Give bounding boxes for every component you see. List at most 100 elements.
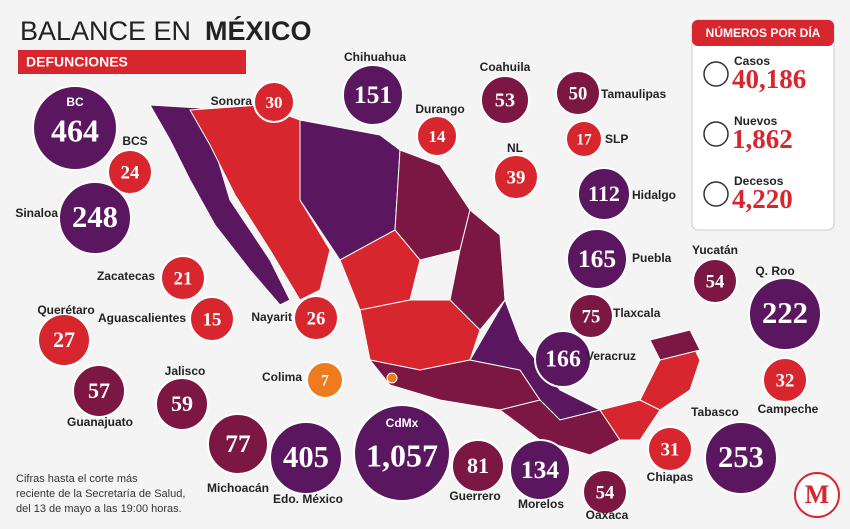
state-value: 222 xyxy=(762,296,808,330)
state-name: CdMx xyxy=(386,416,419,430)
state-name: Colima xyxy=(262,370,302,384)
state-value: 405 xyxy=(283,440,329,474)
state-value: 464 xyxy=(51,112,99,148)
state-value: 50 xyxy=(569,83,588,104)
state-name: Hidalgo xyxy=(632,188,676,202)
state-bubble xyxy=(342,64,404,126)
state-value: 14 xyxy=(429,127,447,146)
panel-label: Nuevos xyxy=(734,114,778,128)
panel-value: 4,220 xyxy=(732,184,793,214)
state-name: Coahuila xyxy=(480,60,531,74)
state-value: 24 xyxy=(121,162,140,183)
state-name: Jalisco xyxy=(165,364,206,378)
state-name: Sinaloa xyxy=(15,206,58,220)
panel-icon xyxy=(703,61,729,87)
panel-value: 1,862 xyxy=(732,124,793,154)
state-name: BCS xyxy=(122,134,147,148)
state-name: NL xyxy=(507,141,523,155)
logo-text: M xyxy=(805,480,830,509)
state-bubble xyxy=(566,228,628,290)
state-name: Michoacán xyxy=(207,481,269,495)
state-bubble xyxy=(293,295,339,341)
state-bubble xyxy=(493,154,539,200)
logo xyxy=(794,472,840,518)
subtitle: DEFUNCIONES xyxy=(26,54,128,70)
state-value: 53 xyxy=(495,90,515,112)
state-name: Zacatecas xyxy=(97,269,155,283)
state-value: 32 xyxy=(776,370,795,391)
state-value: 59 xyxy=(171,391,193,416)
footnote-line: del 13 de mayo a las 19:00 horas. xyxy=(16,503,182,515)
state-bubble xyxy=(692,258,738,304)
state-bubble xyxy=(480,75,530,125)
state-name: Tamaulipas xyxy=(601,87,666,101)
title-regular: BALANCE EN xyxy=(20,16,191,46)
state-bubble xyxy=(565,120,603,158)
state-value: 75 xyxy=(582,306,601,327)
state-name: Guerrero xyxy=(449,489,500,503)
state-bubble xyxy=(582,469,628,515)
mexico-map xyxy=(149,104,701,456)
state-bubble xyxy=(58,181,132,255)
state-bubble xyxy=(451,439,505,493)
state-value: 17 xyxy=(576,132,592,149)
state-bubble xyxy=(107,149,153,195)
state-name: Chiapas xyxy=(647,470,694,484)
state-name: Puebla xyxy=(632,251,672,265)
state-value: 54 xyxy=(706,271,725,292)
state-bubble xyxy=(534,330,592,388)
state-bubble xyxy=(269,421,343,495)
state-value: 151 xyxy=(354,80,392,109)
state-value: 30 xyxy=(266,93,283,112)
state-bubble xyxy=(704,421,778,495)
state-value: 27 xyxy=(53,327,75,352)
panel-title: NÚMEROS POR DÍA xyxy=(706,25,821,40)
state-name: Querétaro xyxy=(37,303,94,317)
state-name: Campeche xyxy=(758,402,819,416)
state-value: 77 xyxy=(225,429,251,458)
state-value: 39 xyxy=(507,167,526,188)
footnote-line: reciente de la Secretaría de Salud, xyxy=(16,488,185,500)
state-bubble xyxy=(306,361,344,399)
state-bubble xyxy=(555,70,601,116)
state-bubble xyxy=(37,313,91,367)
state-bubble xyxy=(207,413,269,475)
state-name: Q. Roo xyxy=(755,264,794,278)
state-bubble xyxy=(568,293,614,339)
state-value: 15 xyxy=(203,309,222,330)
footnote-line: Cifras hasta el corte más xyxy=(16,473,138,485)
state-name: Guanajuato xyxy=(67,415,133,429)
state-bubble xyxy=(189,296,235,342)
state-name: BC xyxy=(66,95,84,109)
state-name: Tlaxcala xyxy=(613,306,661,320)
state-name: Nayarit xyxy=(251,310,292,324)
state-value: 134 xyxy=(521,455,560,484)
state-bubble xyxy=(577,167,631,221)
state-name: Morelos xyxy=(518,497,564,511)
state-value: 26 xyxy=(307,308,326,329)
state-name: Oaxaca xyxy=(586,508,629,522)
state-bubble xyxy=(32,85,118,171)
state-bubble xyxy=(353,404,451,502)
state-value: 54 xyxy=(596,482,615,503)
state-bubble xyxy=(160,255,206,301)
state-name: Yucatán xyxy=(692,243,738,257)
state-bubble xyxy=(509,439,571,501)
state-bubble xyxy=(416,115,458,157)
state-value: 112 xyxy=(588,181,620,206)
state-value: 253 xyxy=(718,440,764,474)
state-bubble xyxy=(762,357,808,403)
state-value: 21 xyxy=(174,268,193,289)
state-value: 57 xyxy=(88,378,110,403)
title-bold: MÉXICO xyxy=(205,15,312,46)
state-bubble xyxy=(72,364,126,418)
panel-icon xyxy=(703,121,729,147)
state-name: SLP xyxy=(605,132,628,146)
state-name: Durango xyxy=(415,102,464,116)
state-value: 31 xyxy=(661,439,680,460)
panel-label: Decesos xyxy=(734,174,784,188)
state-value: 248 xyxy=(72,200,118,234)
state-value: 81 xyxy=(467,453,489,478)
